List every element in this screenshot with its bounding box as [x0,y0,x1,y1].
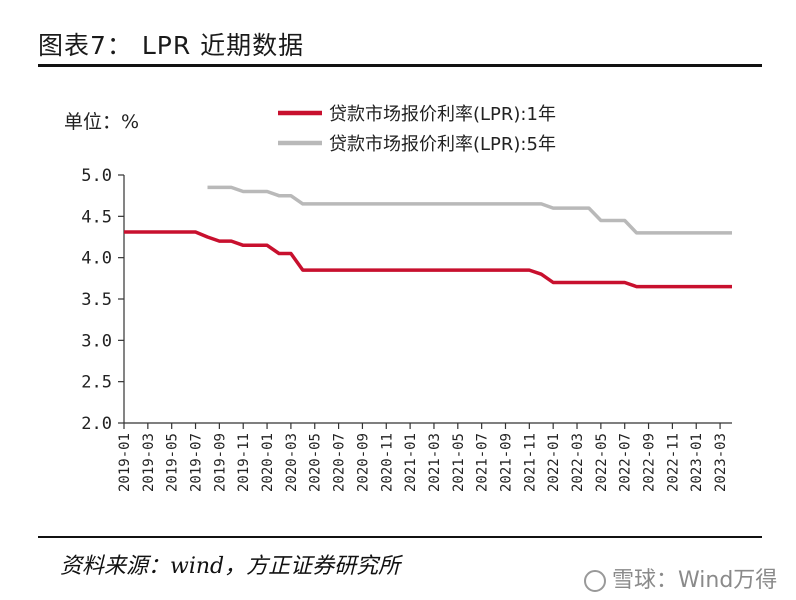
x-tick-label: 2019-01 [117,433,133,492]
y-tick-label: 2.5 [81,373,112,393]
x-tick-label: 2023-01 [689,433,705,492]
bottom-rule [38,536,762,538]
x-axis: 2019-01 2019-03 2019-05 2019-07 2019-09 2019-… [117,422,732,492]
y-tick-label: 4.5 [81,207,112,227]
x-tick-label: 2019-05 [165,433,181,492]
snowball-logo-icon [584,570,606,592]
series-line-1 [124,230,732,289]
x-tick-label: 2022-05 [594,433,610,492]
y-tick-label: 3.0 [81,331,112,351]
x-tick-label: 2021-01 [403,433,419,492]
legend-label-1: 贷款市场报价利率(LPR):1年 [329,104,556,125]
x-tick-label: 2020-07 [332,433,348,492]
x-tick-label: 2019-11 [236,433,252,492]
series-group [124,185,732,289]
x-tick-label: 2021-03 [427,433,443,492]
x-tick-label: 2019-09 [212,433,228,492]
y-tick-label: 5.0 [81,166,112,186]
x-tick-label: 2020-01 [260,433,276,492]
x-tick-label: 2020-11 [379,433,395,492]
y-tick-label: 3.5 [81,290,112,310]
x-tick-label: 2022-09 [642,433,658,492]
y-tick-label: 4.0 [81,249,112,269]
x-tick-label: 2021-07 [475,433,491,492]
x-tick-label: 2022-07 [618,433,634,492]
series-line-2 [207,185,732,235]
x-tick-label: 2021-05 [451,433,467,492]
y-axis: 5.0 4.5 4.0 3.5 3.0 2.5 2.0 [81,166,125,434]
source-note: 资料来源：wind，方正证券研究所 [60,554,401,579]
x-tick-label: 2019-07 [189,433,205,492]
legend-label-2: 贷款市场报价利率(LPR):5年 [329,134,556,155]
x-tick-label: 2020-05 [308,433,324,492]
x-tick-label: 2022-03 [570,433,586,492]
x-tick-label: 2022-11 [665,433,681,492]
unit-label: 单位：% [64,111,139,133]
x-tick-label: 2021-09 [498,433,514,492]
watermark-text: 雪球：Wind万得 [612,568,778,593]
top-rule [38,64,762,67]
y-tick-label: 2.0 [81,414,112,434]
x-tick-label: 2019-03 [141,433,157,492]
x-tick-label: 2020-03 [284,433,300,492]
x-tick-label: 2020-09 [355,433,371,492]
watermark: 雪球：Wind万得 [584,562,777,594]
x-tick-label: 2023-03 [713,433,729,492]
x-tick-label: 2022-01 [546,433,562,492]
x-tick-label: 2021-11 [522,433,538,492]
figure-title: 图表7： LPR 近期数据 [38,31,305,60]
